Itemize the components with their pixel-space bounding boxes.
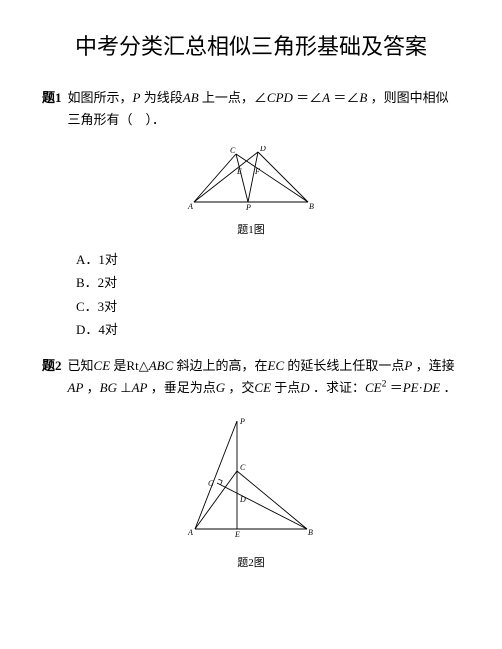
svg-text:A: A: [187, 528, 193, 537]
option-c: C．3对: [76, 296, 460, 318]
p2-period: ．: [440, 380, 456, 395]
p2-ABC: ABC: [149, 358, 174, 373]
option-a: A．1对: [76, 249, 460, 271]
p1-t0: 如图所示，: [68, 90, 133, 105]
option-a-label: A．: [76, 252, 98, 267]
figure-1-caption: 题1图: [42, 221, 460, 240]
svg-text:C: C: [230, 146, 236, 155]
page-title: 中考分类汇总相似三角形基础及答案: [42, 28, 460, 65]
p2-PE: PE: [403, 380, 419, 395]
svg-text:G: G: [208, 479, 214, 488]
figure-1: A B P C D E F 题1图: [42, 146, 460, 240]
svg-text:B: B: [309, 202, 314, 210]
p2-t2: 斜边上的高，在: [173, 358, 267, 373]
p2-EC: EC: [268, 358, 285, 373]
problem-1-text: 如图所示，P 为线段AB 上一点，∠CPD ＝∠A ＝∠B ，则图中相似三角形有…: [62, 87, 460, 131]
svg-text:E: E: [236, 167, 242, 176]
p2-AP: AP: [68, 380, 84, 395]
p2-perp: ⊥: [117, 380, 132, 395]
svg-text:D: D: [239, 495, 246, 504]
p2-t0: 已知: [68, 358, 94, 373]
p1-AB: AB: [183, 90, 199, 105]
problem-1-options: A．1对 B．2对 C．3对 D．4对: [76, 249, 460, 340]
p2-D: D: [300, 380, 309, 395]
p2-AP2: AP: [132, 380, 148, 395]
svg-text:E: E: [234, 530, 240, 539]
p2-CE3: CE: [365, 380, 382, 395]
svg-text:C: C: [240, 463, 246, 472]
problem-2-text: 已知CE 是Rt△ABC 斜边上的高，在EC 的延长线上任取一点P ，连接AP …: [62, 355, 460, 399]
p2-G: G: [216, 380, 225, 395]
figure-2: A B E C P G D 题2图: [42, 413, 460, 573]
option-c-text: 3对: [98, 299, 118, 314]
p2-t8: ．求证：: [310, 380, 365, 395]
p2-eq: ＝: [386, 380, 402, 395]
p1-CPD: CPD: [267, 90, 293, 105]
svg-text:P: P: [239, 417, 245, 426]
option-d-label: D．: [76, 322, 98, 337]
p2-c1: ，: [83, 380, 99, 395]
svg-text:A: A: [187, 202, 193, 210]
p1-A: A: [322, 90, 330, 105]
problem-2: 题2 已知CE 是Rt△ABC 斜边上的高，在EC 的延长线上任取一点P ，连接…: [42, 355, 460, 399]
svg-text:D: D: [259, 146, 266, 153]
p1-t4: ＝∠: [330, 90, 359, 105]
p2-t3: 的延长线上任取一点: [284, 358, 404, 373]
option-d-text: 4对: [98, 322, 118, 337]
p2-t1: 是Rt△: [110, 358, 149, 373]
figure-1-svg: A B P C D E F: [186, 146, 316, 210]
p2-t6: ，交: [225, 380, 254, 395]
p1-t2: 上一点，∠: [199, 90, 267, 105]
p2-t5: ，垂足为点: [147, 380, 215, 395]
p2-BG: BG: [100, 380, 117, 395]
option-d: D．4对: [76, 319, 460, 341]
p2-t7: 于点: [271, 380, 300, 395]
p2-t4: ，连接: [412, 358, 454, 373]
p1-t1: 为线段: [140, 90, 182, 105]
p2-CE: CE: [94, 358, 111, 373]
option-b-label: B．: [76, 275, 98, 290]
option-c-label: C．: [76, 299, 98, 314]
svg-text:F: F: [254, 167, 260, 176]
problem-1-label: 题1: [42, 87, 62, 131]
p2-CE2: CE: [254, 380, 271, 395]
svg-text:B: B: [308, 528, 313, 537]
p2-DE: DE: [423, 380, 440, 395]
option-b-text: 2对: [98, 275, 118, 290]
figure-2-svg: A B E C P G D: [181, 413, 321, 543]
problem-1: 题1 如图所示，P 为线段AB 上一点，∠CPD ＝∠A ＝∠B ，则图中相似三…: [42, 87, 460, 131]
figure-2-caption: 题2图: [42, 554, 460, 573]
option-a-text: 1对: [98, 252, 118, 267]
problem-2-label: 题2: [42, 355, 62, 399]
svg-text:P: P: [245, 203, 251, 210]
option-b: B．2对: [76, 272, 460, 294]
p1-t3: ＝∠: [293, 90, 322, 105]
